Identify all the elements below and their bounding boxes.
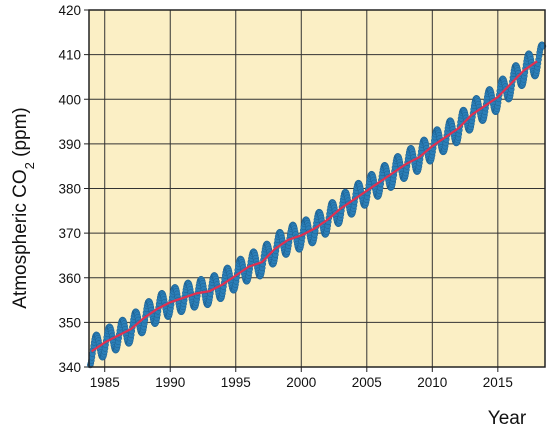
y-tick-label: 340 [58, 360, 81, 375]
trend-line [91, 60, 538, 353]
y-axis-ticks: 340 350 360 370 380 390 400 410 420 [58, 3, 89, 375]
y-tick-label: 390 [58, 137, 81, 152]
y-tick-label: 380 [58, 182, 81, 197]
x-axis-ticks: 1985 1990 1995 2000 2005 2010 2015 [90, 367, 513, 390]
plot-frame [88, 9, 546, 368]
y-tick-label: 400 [58, 92, 81, 107]
x-tick-label: 2005 [352, 375, 382, 390]
measurement-series [87, 41, 547, 369]
y-axis-label-subscript: 2 [22, 162, 37, 169]
x-tick-label: 2000 [286, 375, 316, 390]
y-axis-label: Atmospheric CO2 (ppm) [10, 107, 37, 309]
y-tick-label: 410 [58, 48, 81, 63]
x-tick-label: 1990 [155, 375, 185, 390]
y-axis-label-main: Atmospheric CO [10, 169, 31, 308]
y-tick-label: 360 [58, 271, 81, 286]
x-tick-label: 2010 [417, 375, 447, 390]
x-tick-label: 2015 [483, 375, 513, 390]
y-tick-label: 350 [58, 315, 81, 330]
x-tick-label: 1985 [90, 375, 120, 390]
y-tick-label: 420 [58, 3, 81, 18]
x-tick-label: 1995 [221, 375, 251, 390]
x-axis-label: Year [488, 408, 527, 429]
y-tick-label: 370 [58, 226, 81, 241]
y-axis-label-unit: (ppm) [10, 107, 31, 162]
